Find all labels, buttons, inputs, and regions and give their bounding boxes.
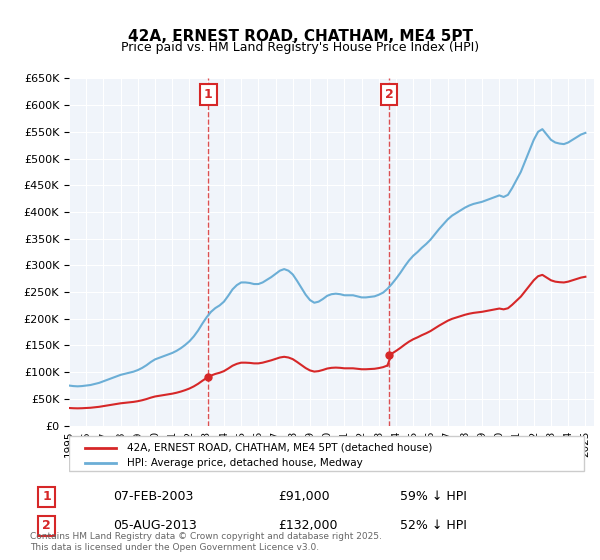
Text: 52% ↓ HPI: 52% ↓ HPI xyxy=(400,519,467,533)
Text: 1: 1 xyxy=(42,491,51,503)
Text: 2: 2 xyxy=(42,519,51,533)
Text: 42A, ERNEST ROAD, CHATHAM, ME4 5PT (detached house): 42A, ERNEST ROAD, CHATHAM, ME4 5PT (deta… xyxy=(127,443,432,452)
Text: 2: 2 xyxy=(385,88,394,101)
Text: 1: 1 xyxy=(204,88,213,101)
FancyBboxPatch shape xyxy=(69,436,583,472)
Text: Price paid vs. HM Land Registry's House Price Index (HPI): Price paid vs. HM Land Registry's House … xyxy=(121,41,479,54)
Text: 59% ↓ HPI: 59% ↓ HPI xyxy=(400,491,467,503)
Text: £91,000: £91,000 xyxy=(278,491,330,503)
Text: HPI: Average price, detached house, Medway: HPI: Average price, detached house, Medw… xyxy=(127,459,362,468)
Text: Contains HM Land Registry data © Crown copyright and database right 2025.
This d: Contains HM Land Registry data © Crown c… xyxy=(30,532,382,552)
Text: 42A, ERNEST ROAD, CHATHAM, ME4 5PT: 42A, ERNEST ROAD, CHATHAM, ME4 5PT xyxy=(128,29,473,44)
Text: 07-FEB-2003: 07-FEB-2003 xyxy=(113,491,193,503)
Text: 05-AUG-2013: 05-AUG-2013 xyxy=(113,519,197,533)
Text: £132,000: £132,000 xyxy=(278,519,338,533)
